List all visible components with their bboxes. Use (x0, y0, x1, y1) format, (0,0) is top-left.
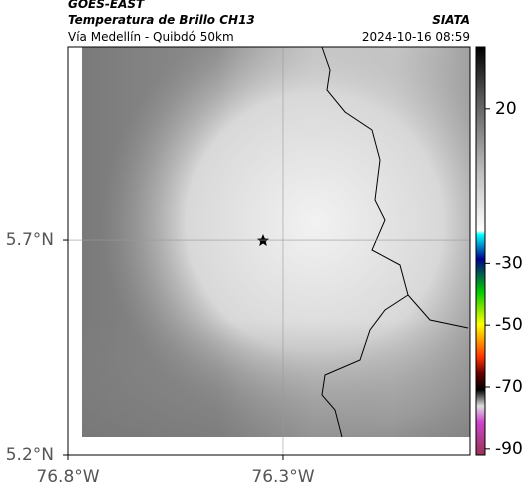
x-tick-label: 76.3°W (251, 467, 314, 487)
border (321, 46, 469, 438)
product: Temperatura de Brillo CH13 (68, 13, 255, 27)
satellite: GOES-EAST (68, 0, 145, 11)
timestamp: 2024-10-16 08:59 (362, 30, 470, 44)
colorbar-tick-label: -70 (495, 377, 523, 397)
colorbar-tick-label: -30 (495, 253, 523, 273)
route: Vía Medellín - Quibdó 50km (68, 30, 234, 44)
colorbar-tick-label: -50 (495, 315, 523, 335)
map-frame (67, 46, 471, 456)
colorbar-tick-label: 20 (495, 99, 517, 119)
y-tick-label: 5.2°N (6, 445, 54, 465)
colorbar-tick-label: -90 (495, 439, 523, 459)
y-tick-label: 5.7°N (6, 230, 54, 250)
x-tick-label: 76.8°W (36, 467, 99, 487)
axes: 76.8°W 76.3°W 5.7°N 5.2°N (6, 47, 470, 487)
satellite-image-shade (82, 47, 470, 437)
source: SIATA (432, 13, 470, 27)
colorbar (475, 46, 486, 456)
